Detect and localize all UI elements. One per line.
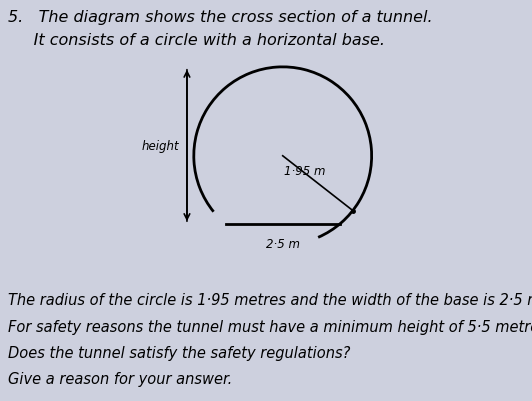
Text: 1·95 m: 1·95 m [284, 165, 326, 178]
Text: 5.   The diagram shows the cross section of a tunnel.: 5. The diagram shows the cross section o… [8, 10, 433, 25]
Text: The radius of the circle is 1·95 metres and the width of the base is 2·5 metres.: The radius of the circle is 1·95 metres … [8, 293, 532, 308]
Text: 2·5 m: 2·5 m [265, 237, 300, 250]
Text: It consists of a circle with a horizontal base.: It consists of a circle with a horizonta… [8, 33, 385, 48]
Text: For safety reasons the tunnel must have a minimum height of 5·5 metres.: For safety reasons the tunnel must have … [8, 319, 532, 334]
Text: height: height [141, 140, 179, 152]
Text: Give a reason for your answer.: Give a reason for your answer. [8, 371, 232, 386]
Text: Does the tunnel satisfy the safety regulations?: Does the tunnel satisfy the safety regul… [8, 345, 351, 360]
